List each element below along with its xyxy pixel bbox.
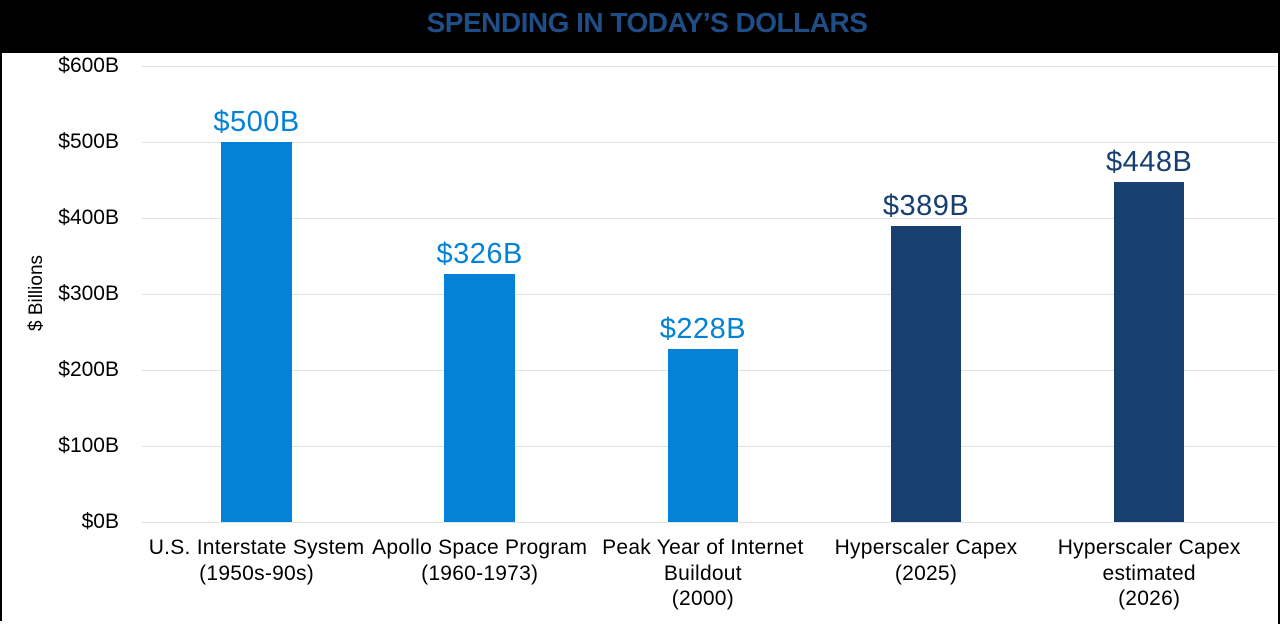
bar	[1113, 181, 1185, 522]
gridline	[142, 65, 1277, 67]
category-label: Apollo Space Program (1960-1973)	[362, 535, 598, 586]
category-label-line: (2025)	[894, 561, 958, 585]
y-tick-label: $400B	[58, 206, 119, 229]
category-label-line: Hyperscaler Capex	[834, 536, 1018, 559]
bar	[667, 348, 739, 522]
gridline	[142, 293, 1277, 295]
category-label-line: Hyperscaler Capex	[1057, 536, 1241, 559]
bar-value-label: $228B	[659, 312, 747, 345]
category-label-line: U.S. Interstate System	[148, 536, 365, 559]
chart-title: SPENDING IN TODAY’S DOLLARS	[426, 7, 868, 38]
bar-value-label: $326B	[436, 238, 523, 271]
category-label: U.S. Interstate System (1950s-90s)	[139, 535, 375, 586]
category-label-line: Apollo Space Program	[372, 536, 588, 559]
bar-value-label: $389B	[882, 190, 970, 223]
gridline	[142, 521, 1277, 523]
y-tick-label: $600B	[58, 54, 119, 77]
category-label: Peak Year of Internet Buildout (2000)	[585, 535, 821, 612]
y-axis-title: $ Billions	[26, 254, 47, 332]
category-label-line: Peak Year of Internet	[602, 536, 804, 559]
y-tick-label: $200B	[58, 358, 119, 381]
bar	[221, 142, 292, 522]
category-label: Hyperscaler Capex (2025)	[808, 535, 1044, 586]
category-label-line: estimated	[1102, 561, 1196, 585]
right-black-strip	[1277, 53, 1280, 624]
left-black-strip	[0, 53, 2, 621]
category-label-line: (2026)	[1118, 587, 1181, 610]
category-label-line: (1950s-90s)	[199, 561, 314, 585]
bar	[890, 226, 962, 522]
y-tick-label: $100B	[58, 434, 119, 457]
top-black-band: SPENDING IN TODAY’S DOLLARS	[0, 0, 1280, 53]
bar-value-label: $500B	[213, 106, 300, 138]
y-tick-label: $500B	[58, 130, 119, 153]
bar-value-label: $448B	[1105, 145, 1193, 178]
bar	[444, 274, 515, 522]
category-label-line: (1960-1973)	[421, 561, 539, 585]
gridline	[142, 141, 1277, 143]
category-label: Hyperscaler Capex estimated (2026)	[1031, 535, 1267, 612]
category-label-line: Buildout	[663, 561, 742, 585]
y-tick-label: $0B	[81, 510, 119, 533]
gridline	[142, 217, 1277, 219]
category-label-line: (2000)	[671, 587, 734, 610]
y-tick-label: $300B	[58, 282, 119, 305]
